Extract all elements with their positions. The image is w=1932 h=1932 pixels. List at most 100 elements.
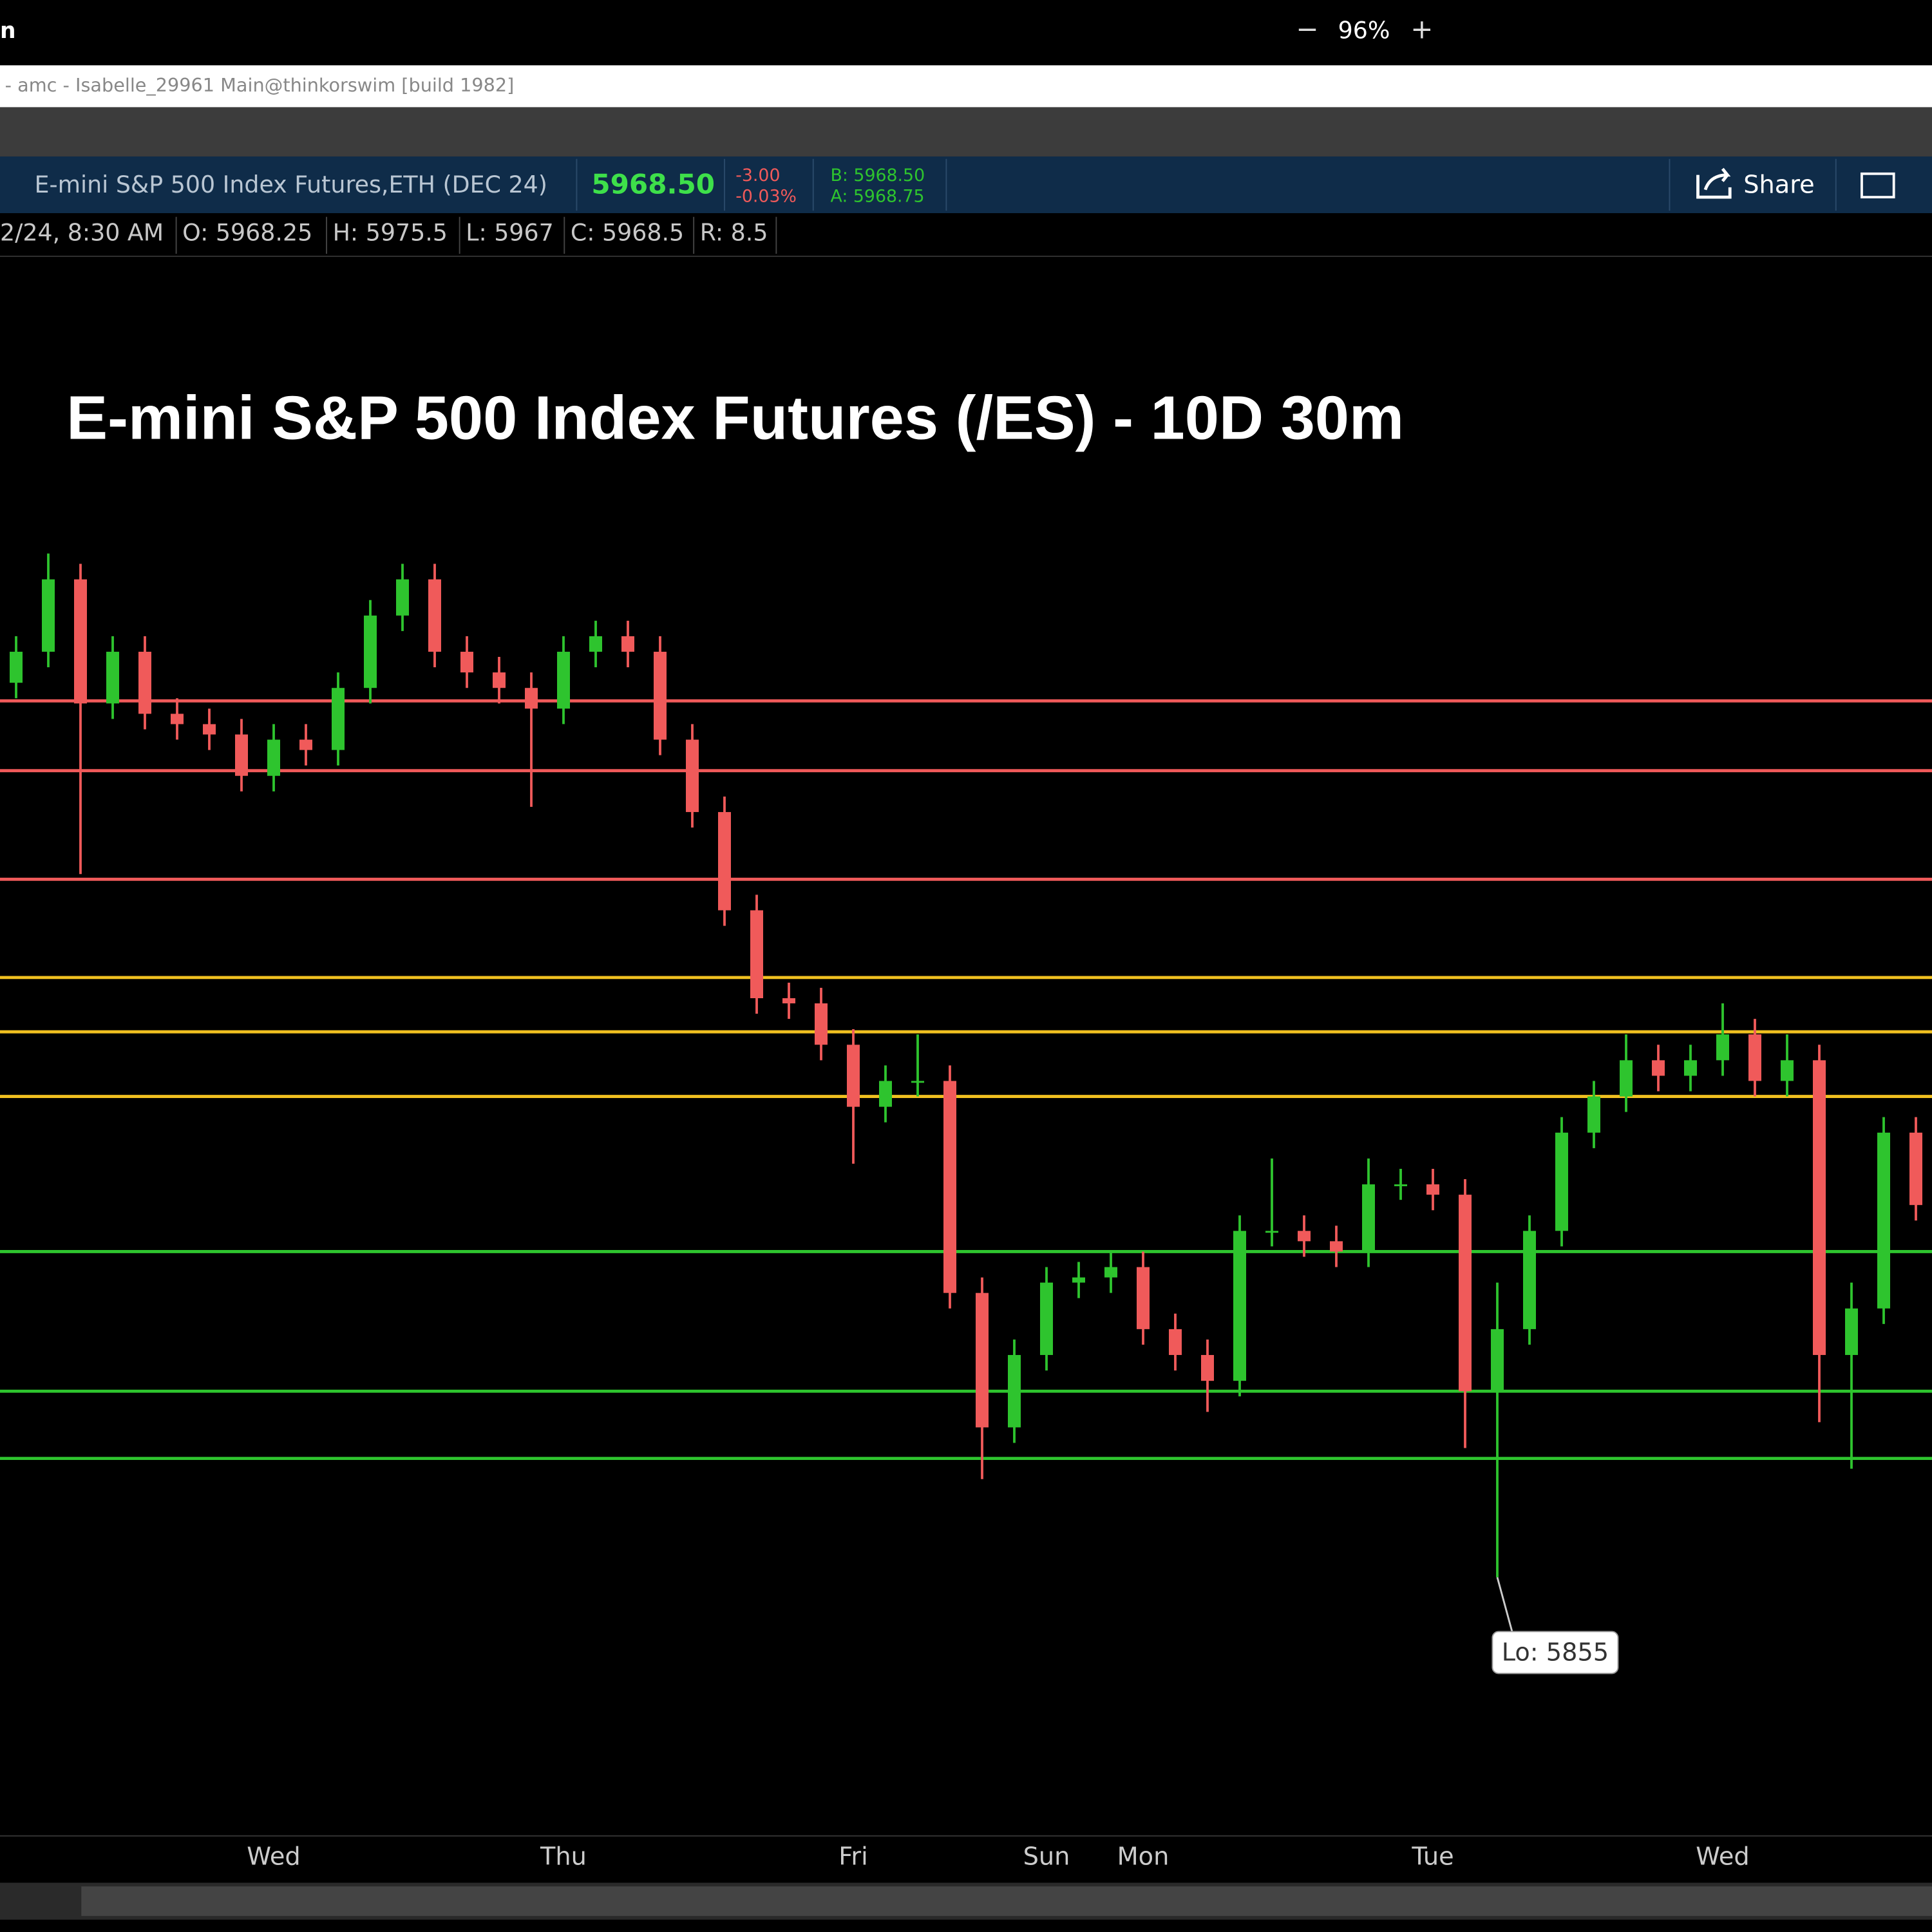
share-icon (1696, 167, 1732, 199)
candle-body (138, 652, 151, 714)
zoom-level: 96% (1338, 17, 1390, 44)
share-label[interactable]: Share (1743, 170, 1814, 199)
candle-body (621, 636, 634, 652)
candle-body (1813, 1060, 1826, 1356)
candle-body (911, 1081, 924, 1083)
plot-area: Lo: 5855 (0, 553, 1932, 1674)
candle-body (364, 615, 377, 688)
symbol-name[interactable]: E-mini S&P 500 Index Futures,ETH (DEC 24… (35, 171, 547, 198)
info-value: H: 5975.5 (333, 219, 448, 247)
x-tick-label: Wed (247, 1842, 300, 1871)
x-tick-label: Sun (1023, 1842, 1070, 1871)
zoom-out[interactable]: − (1296, 13, 1318, 44)
candle-body (1233, 1231, 1246, 1381)
candle-body (299, 739, 312, 750)
x-tick-label: Wed (1696, 1842, 1749, 1871)
candle-body (1877, 1132, 1891, 1309)
candle-body (654, 652, 667, 740)
candle-body (815, 1003, 828, 1045)
window-title: - amc - Isabelle_29961 Main@thinkorswim … (5, 74, 515, 96)
candle-body (171, 714, 184, 724)
candle-body (1716, 1034, 1729, 1061)
symbol-bar (0, 156, 1932, 213)
candle-body (396, 579, 409, 616)
candle-body (1426, 1184, 1439, 1195)
candle-body (525, 688, 538, 709)
bid: B: 5968.50 (831, 166, 925, 185)
candle-body (106, 652, 119, 704)
candle-body (750, 910, 763, 998)
candle-body (1587, 1096, 1600, 1133)
candle-body (1459, 1195, 1472, 1392)
annotation-box (1492, 1631, 1619, 1674)
candle-body (10, 652, 23, 683)
candle-body (74, 579, 87, 704)
candle-body (1652, 1060, 1665, 1076)
candle-body (1362, 1184, 1375, 1252)
candle-body (686, 739, 699, 812)
last-price: 5968.50 (591, 168, 715, 200)
candle-body (1201, 1355, 1214, 1381)
candle-body (943, 1081, 956, 1293)
x-tick-label: Tue (1411, 1842, 1454, 1871)
annotation-leader (1496, 1577, 1513, 1632)
candle-body (718, 811, 731, 911)
candle-body (332, 688, 345, 750)
candle-body (1523, 1231, 1536, 1329)
app-label: n (0, 18, 16, 44)
candle-body (1137, 1267, 1150, 1329)
candle-body (1491, 1329, 1504, 1392)
info-value: R: 8.5 (700, 219, 768, 247)
candle-body (42, 579, 55, 652)
candle-body (1555, 1132, 1568, 1231)
candle-body (1298, 1231, 1311, 1242)
scroll-thumb[interactable] (81, 1886, 1932, 1917)
price-change-pct: -0.03% (735, 187, 797, 207)
candle-body (1265, 1231, 1279, 1233)
candle-body (1748, 1034, 1762, 1081)
candle-body (1845, 1308, 1858, 1356)
candle-body (1008, 1355, 1021, 1428)
candle-body (557, 652, 570, 709)
candle-body (1330, 1241, 1343, 1252)
x-tick-label: Mon (1117, 1842, 1170, 1871)
zoom-in[interactable]: + (1410, 13, 1433, 44)
candle-body (1104, 1267, 1117, 1278)
candle-body (1169, 1329, 1182, 1356)
candle-body (1909, 1132, 1922, 1206)
x-tick-label: Fri (838, 1842, 868, 1871)
candle-body (203, 724, 216, 735)
candle-body (493, 672, 506, 688)
detach-icon[interactable] (1861, 172, 1895, 199)
title-bar (0, 65, 1932, 108)
candle-body (1620, 1060, 1633, 1097)
info-values: 2/24, 8:30 AM O: 5968.25 H: 5975.5 L: 5967 C… (0, 216, 777, 254)
annotation-label: Lo: 5855 (1502, 1638, 1609, 1667)
info-value: L: 5967 (466, 219, 554, 247)
info-row (0, 213, 1932, 256)
candle-body (267, 739, 280, 776)
share-button[interactable]: Share (1696, 167, 1815, 199)
price-change: -3.00 (735, 166, 780, 185)
toolbar (0, 107, 1932, 156)
candle-body (1684, 1060, 1697, 1076)
info-value: 2/24, 8:30 AM (0, 219, 164, 247)
candle-body (847, 1045, 860, 1107)
candle-body (782, 998, 795, 1004)
candle-body (460, 652, 473, 673)
candle-body (428, 579, 441, 652)
x-tick-label: Thu (540, 1842, 587, 1871)
ask: A: 5968.75 (831, 187, 925, 207)
candle-body (879, 1081, 892, 1107)
candle-body (235, 734, 248, 776)
info-value: C: 5968.5 (571, 219, 684, 247)
candle-body (1072, 1277, 1085, 1283)
candle-body (1040, 1282, 1053, 1356)
candle-body (1394, 1184, 1408, 1186)
top-bar (0, 0, 1932, 66)
candle-body (976, 1293, 989, 1428)
info-value: O: 5968.25 (182, 219, 312, 247)
candle-body (589, 636, 602, 652)
